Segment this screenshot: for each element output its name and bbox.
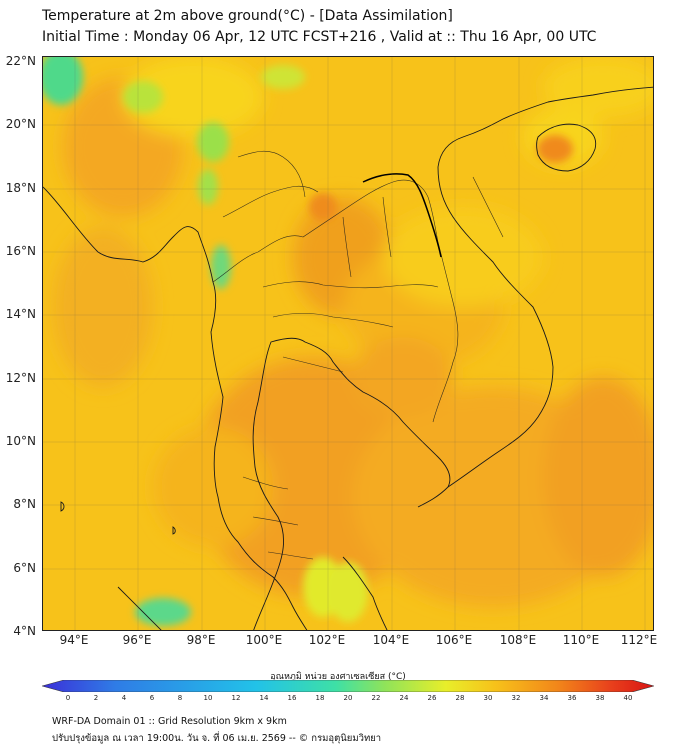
footer-domain-info: WRF-DA Domain 01 :: Grid Resolution 9km … [52,716,287,727]
colorbar-tick-label: 28 [455,694,465,702]
temperature-map[interactable] [42,56,654,631]
lat-label-14n: 14°N [5,307,36,321]
colorbar-tick-label: 26 [427,694,437,702]
colorbar-tick-label: 8 [177,694,183,702]
lon-label-102e: 102°E [308,633,346,647]
colorbar-tick-label: 22 [371,694,381,702]
lon-label-110e: 110°E [562,633,600,647]
lat-label-20n: 20°N [5,117,36,131]
lat-label-10n: 10°N [5,434,36,448]
colorbar-tick-label: 34 [539,694,549,702]
colorbar-tick-label: 16 [287,694,297,702]
colorbar-tick-label: 10 [203,694,213,702]
colorbar-tick-label: 38 [595,694,605,702]
colorbar-tick-label: 14 [259,694,269,702]
colorbar-tick-label: 20 [343,694,353,702]
lon-label-100e: 100°E [245,633,283,647]
colorbar-tick-label: 18 [315,694,325,702]
province-borders [212,150,504,560]
lon-label-108e: 108°E [499,633,537,647]
footer-update-info: ปรับปรุงข้อมูล ณ เวลา 19:00น. วัน จ. ที่… [52,733,382,744]
colorbar-tick-label: 32 [511,694,521,702]
colorbar-tick-label: 0 [65,694,71,702]
lon-label-94e: 94°E [59,633,89,647]
title-line-1: Temperature at 2m above ground(°C) - [Da… [42,8,453,24]
lat-label-6n: 6°N [13,561,36,575]
colorbar-tick-label: 30 [483,694,493,702]
cool-areas [43,57,573,626]
colorbar-tick-label: 40 [623,694,633,702]
thailand-laos-border [362,173,442,258]
colorbar-title: อุณหภูมิ หน่วย องศาเซลเซียส (°C) [270,672,406,682]
lon-label-96e: 96°E [122,633,152,647]
colorbar [42,680,654,692]
colorbar-tick-label: 2 [93,694,99,702]
lat-label-8n: 8°N [13,497,36,511]
coastlines [43,86,653,630]
figure-title: Temperature at 2m above ground(°C) - [Da… [42,6,596,48]
graticule [43,57,653,630]
map-canvas [43,57,653,630]
colorbar-tick-label: 4 [121,694,127,702]
lat-label-16n: 16°N [5,244,36,258]
colorbar-tick-label: 36 [567,694,577,702]
lat-label-12n: 12°N [5,371,36,385]
lon-label-106e: 106°E [435,633,473,647]
colorbar-tick-label: 12 [231,694,241,702]
lon-label-112e: 112°E [620,633,658,647]
lat-label-18n: 18°N [5,181,36,195]
colorbar-tick-label: 24 [399,694,409,702]
lat-label-4n: 4°N [13,624,36,638]
lon-label-104e: 104°E [372,633,410,647]
colorbar-tick-label: 6 [149,694,155,702]
temperature-field [53,57,653,607]
title-line-2: Initial Time : Monday 06 Apr, 12 UTC FCS… [42,29,597,45]
lon-label-98e: 98°E [186,633,216,647]
lat-label-22n: 22°N [5,54,36,68]
